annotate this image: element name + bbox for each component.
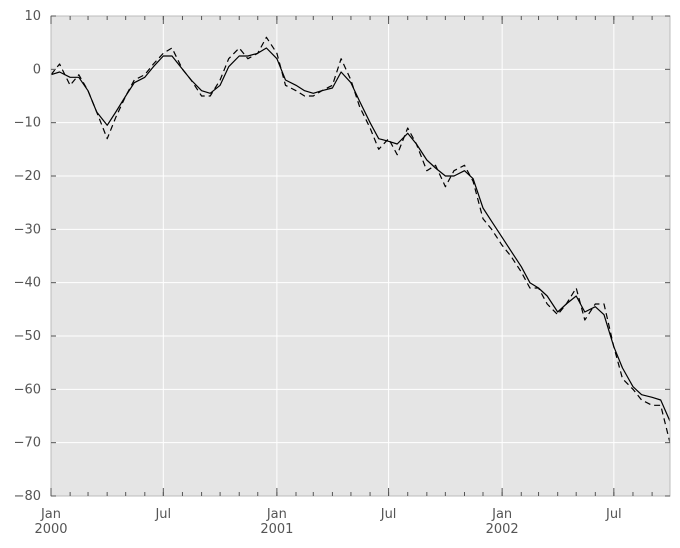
- y-tick-label: 10: [24, 9, 41, 24]
- x-tick-label: Jul: [605, 507, 622, 522]
- x-tick-year-label: 2000: [34, 522, 67, 537]
- y-tick-label: −60: [14, 382, 41, 397]
- x-tick-label: Jan: [491, 507, 512, 522]
- x-tick-year-label: 2002: [486, 522, 519, 537]
- y-tick-label: −40: [14, 276, 41, 291]
- x-tick-label: Jul: [380, 507, 397, 522]
- y-tick-label: −10: [14, 116, 41, 131]
- series-line-solid: [50, 47, 671, 422]
- series-layer: [50, 36, 671, 443]
- y-tick-label: 0: [33, 62, 41, 77]
- plot-frame: [50, 15, 671, 497]
- y-tick-label: −80: [14, 489, 41, 504]
- y-tick-label: −30: [14, 222, 41, 237]
- x-tick-label: Jan: [40, 507, 61, 522]
- x-tick-label: Jul: [154, 507, 171, 522]
- y-tick-label: −70: [14, 436, 41, 451]
- x-tick-label: Jan: [266, 507, 287, 522]
- y-tick-label: −50: [14, 329, 41, 344]
- x-tick-year-label: 2001: [260, 522, 293, 537]
- plot-area: [51, 16, 670, 496]
- ticks: [50, 15, 670, 497]
- y-tick-label: −20: [14, 169, 41, 184]
